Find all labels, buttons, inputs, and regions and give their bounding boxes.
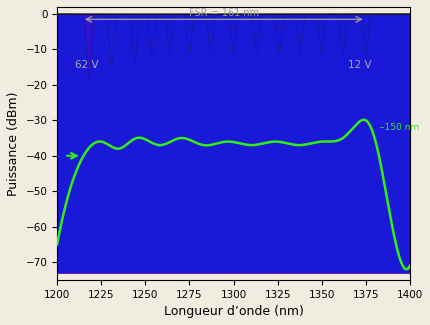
Text: 12 V: 12 V xyxy=(348,60,372,70)
Text: 62 V: 62 V xyxy=(75,60,98,70)
Text: –150 nm: –150 nm xyxy=(380,123,419,132)
Text: FSR = 161 nm: FSR = 161 nm xyxy=(189,8,259,18)
Y-axis label: Puissance (dBm): Puissance (dBm) xyxy=(7,91,20,196)
X-axis label: Longueur d’onde (nm): Longueur d’onde (nm) xyxy=(163,305,304,318)
